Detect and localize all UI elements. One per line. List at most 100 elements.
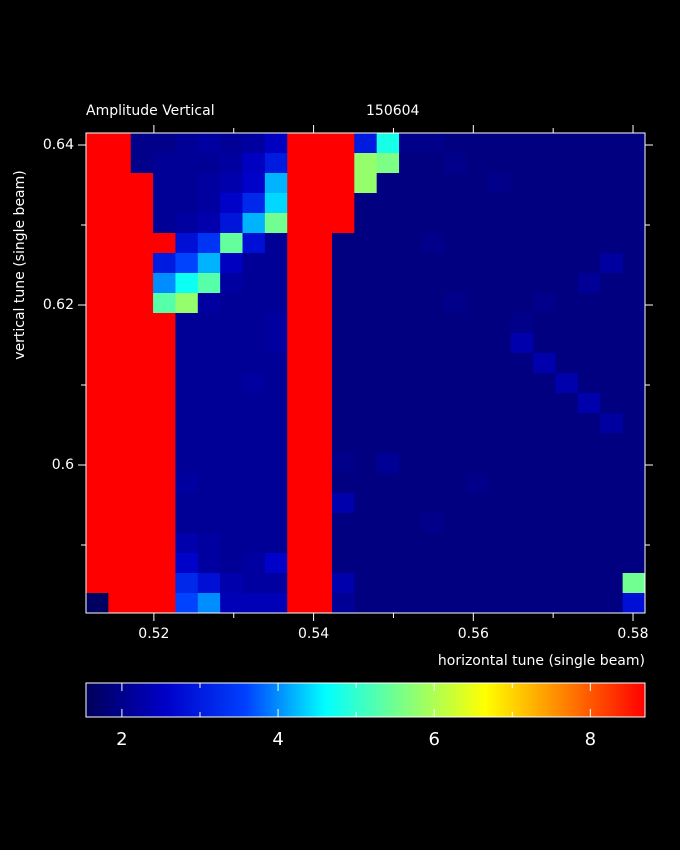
heatmap-cell [555,153,579,174]
heatmap-cell [108,233,132,254]
heatmap-cell [555,413,579,434]
heatmap-cell [443,153,467,174]
heatmap-cell [533,453,557,474]
heatmap-cell [600,453,624,474]
heatmap-cell [510,353,534,374]
heatmap-cell [399,493,422,514]
heatmap-cell [309,233,333,254]
heatmap-cell [86,493,109,514]
heatmap-cell [108,513,132,534]
heatmap-cell [577,493,601,514]
heatmap-cell [153,573,176,594]
heatmap-cell [153,273,176,294]
heatmap-cell [242,413,266,434]
heatmap-cell [220,473,244,494]
heatmap-cell [220,373,244,394]
heatmap-cell [399,373,422,394]
heatmap-cell [399,533,422,554]
heatmap-cell [197,193,221,214]
heatmap-cell [622,313,646,334]
heatmap-cell [108,333,132,354]
heatmap-cell [488,193,512,214]
heatmap-cell [466,173,489,194]
heatmap-cell [510,493,534,514]
heatmap-cell [354,553,378,574]
heatmap-cell [153,393,176,414]
heatmap-cell [264,433,288,454]
y-axis-label: vertical tune (single beam) [12,170,28,360]
heatmap-cell [466,293,489,314]
heatmap-cell [488,553,512,574]
heatmap-cell [331,133,355,154]
heatmap-cell [510,253,534,274]
heatmap-cell [510,133,534,154]
heatmap-cell [466,333,489,354]
heatmap-cell [555,193,579,214]
heatmap-cell [577,553,601,574]
heatmap-cell [622,253,646,274]
heatmap-cell [264,553,288,574]
heatmap-cell [86,573,109,594]
heatmap-cell [510,313,534,334]
heatmap-cell [108,453,132,474]
heatmap-cell [242,353,266,374]
heatmap-cell [354,393,378,414]
heatmap-cell [331,533,355,554]
colorbar-tick-label: 8 [585,729,596,750]
heatmap-cell [622,233,646,254]
heatmap-cell [197,253,221,274]
heatmap-cell [175,573,199,594]
heatmap-cell [533,553,557,574]
heatmap-cell [555,293,579,314]
heatmap-cell [533,373,557,394]
heatmap-cell [153,153,176,174]
heatmap-cell [175,233,199,254]
heatmap-cell [533,173,557,194]
heatmap-cell [577,373,601,394]
heatmap-cell [488,273,512,294]
heatmap-cell [130,533,154,554]
heatmap-cell [287,473,311,494]
heatmap-cell [153,493,176,514]
heatmap-cell [510,593,534,614]
heatmap-cell [622,273,646,294]
heatmap-cell [197,213,221,234]
heatmap-cell [376,213,400,234]
heatmap-cell [622,473,646,494]
heatmap-cell [577,313,601,334]
heatmap-cell [376,513,400,534]
heatmap-cell [622,373,646,394]
heatmap-cell [108,473,132,494]
heatmap-cell [130,513,154,534]
heatmap-cell [488,313,512,334]
heatmap-cell [600,333,624,354]
heatmap-cell [376,253,400,274]
heatmap-cell [354,373,378,394]
heatmap-cell [443,213,467,234]
heatmap-cell [309,133,333,154]
heatmap-cell [533,593,557,614]
heatmap-cell [555,313,579,334]
heatmap-cell [510,433,534,454]
heatmap-cell [466,273,489,294]
heatmap-cell [153,253,176,274]
y-tick-label: 0.6 [52,457,74,473]
colorbar [86,683,645,717]
heatmap-cell [399,313,422,334]
heatmap-cell [153,453,176,474]
heatmap-cell [197,273,221,294]
heatmap-cell [220,173,244,194]
heatmap-cell [555,393,579,414]
heatmap-cell [510,553,534,574]
heatmap-cell [354,433,378,454]
heatmap-cell [354,313,378,334]
heatmap-cell [287,333,311,354]
heatmap-cell [510,373,534,394]
heatmap-cell [309,533,333,554]
heatmap-cell [443,513,467,534]
heatmap-cell [264,193,288,214]
heatmap-cell [443,373,467,394]
heatmap-cell [421,173,445,194]
heatmap-cell [130,153,154,174]
heatmap-cell [421,133,445,154]
